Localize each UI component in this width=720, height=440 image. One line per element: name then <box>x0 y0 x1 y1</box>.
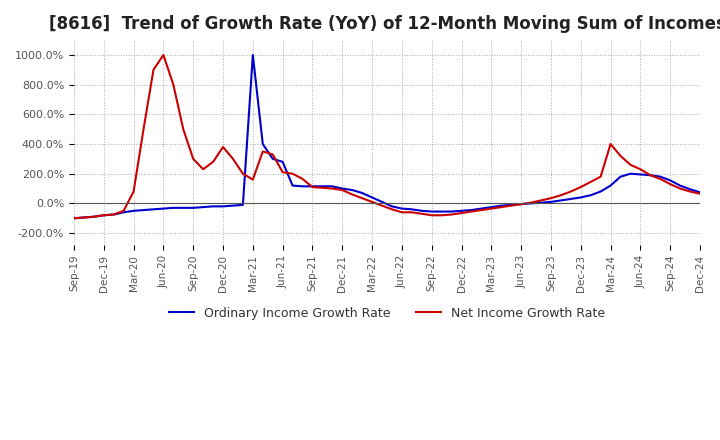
Ordinary Income Growth Rate <box>428 209 436 214</box>
Ordinary Income Growth Rate <box>696 190 704 195</box>
Title: [8616]  Trend of Growth Rate (YoY) of 12-Month Moving Sum of Incomes: [8616] Trend of Growth Rate (YoY) of 12-… <box>48 15 720 33</box>
Ordinary Income Growth Rate <box>487 205 495 210</box>
Line: Ordinary Income Growth Rate: Ordinary Income Growth Rate <box>74 55 700 218</box>
Ordinary Income Growth Rate <box>149 207 158 212</box>
Legend: Ordinary Income Growth Rate, Net Income Growth Rate: Ordinary Income Growth Rate, Net Income … <box>164 302 610 325</box>
Ordinary Income Growth Rate <box>338 186 346 191</box>
Net Income Growth Rate <box>338 187 346 193</box>
Ordinary Income Growth Rate <box>387 204 396 209</box>
Net Income Growth Rate <box>387 207 396 212</box>
Net Income Growth Rate <box>428 213 436 218</box>
Ordinary Income Growth Rate <box>70 216 78 221</box>
Ordinary Income Growth Rate <box>248 52 257 58</box>
Net Income Growth Rate <box>487 206 495 211</box>
Net Income Growth Rate <box>477 207 486 213</box>
Line: Net Income Growth Rate: Net Income Growth Rate <box>74 55 700 218</box>
Net Income Growth Rate <box>70 216 78 221</box>
Ordinary Income Growth Rate <box>477 206 486 211</box>
Net Income Growth Rate <box>159 52 168 58</box>
Net Income Growth Rate <box>149 67 158 73</box>
Net Income Growth Rate <box>696 191 704 196</box>
